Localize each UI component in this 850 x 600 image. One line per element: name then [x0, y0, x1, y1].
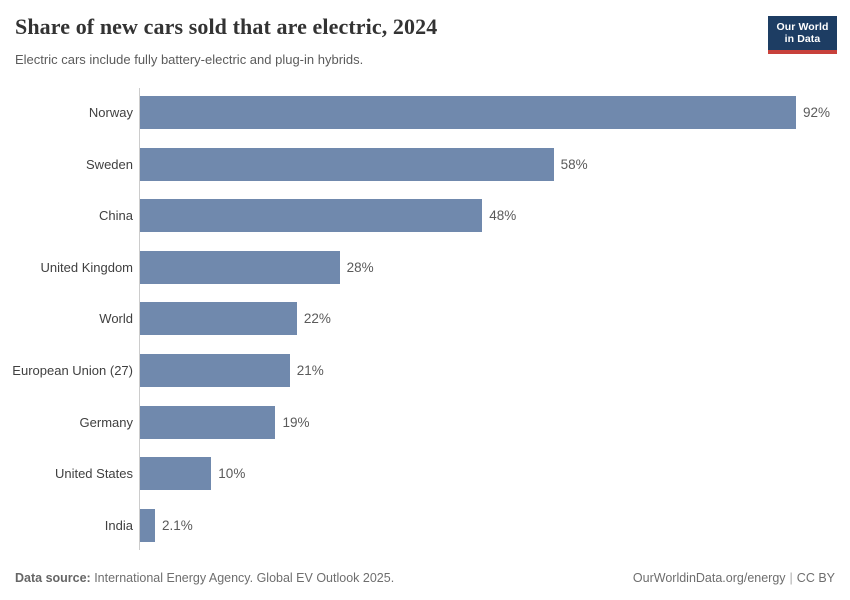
bar[interactable]: [140, 457, 212, 491]
chart-row: Norway 92%: [0, 96, 850, 129]
value-label: 10%: [218, 466, 246, 482]
value-label: 2.1%: [161, 517, 193, 533]
chart-row: India 2.1%: [0, 508, 850, 542]
category-label: India: [104, 517, 133, 533]
owid-logo-line1: Our World: [776, 20, 829, 33]
value-label: 92%: [803, 105, 831, 120]
category-label: Norway: [88, 105, 133, 120]
chart-subtitle: Electric cars include fully battery-elec…: [15, 52, 364, 67]
license-label[interactable]: CC BY: [796, 571, 835, 585]
data-source-label: Data source:: [15, 571, 91, 585]
value-label: 28%: [346, 259, 374, 275]
bar[interactable]: [140, 250, 340, 284]
credit-url[interactable]: OurWorldinData.org/energy: [632, 571, 786, 585]
category-label: United States: [54, 466, 133, 482]
chart-row: Sweden 58%: [0, 147, 850, 181]
data-source-text: International Energy Agency. Global EV O…: [90, 571, 395, 585]
credit-separator: |: [789, 571, 793, 585]
value-label: 22%: [303, 311, 331, 327]
chart-row: United Kingdom 28%: [0, 250, 850, 284]
value-label: 21%: [296, 362, 324, 378]
chart-row: China 48%: [0, 199, 850, 233]
category-label: World: [99, 311, 133, 327]
chart-row: Germany 19%: [0, 405, 850, 439]
bar[interactable]: [140, 199, 483, 233]
owid-logo[interactable]: Our World in Data: [768, 16, 837, 54]
value-label: 19%: [282, 414, 310, 430]
bar-chart-rows: Norway 92% Sweden 58% China 48% United Kingdom…: [0, 96, 850, 542]
chart-footer: Data source: International Energy Agency…: [15, 571, 835, 585]
chart-title: Share of new cars sold that are electric…: [15, 14, 438, 39]
category-label: United Kingdom: [40, 259, 134, 275]
bar[interactable]: [140, 96, 796, 129]
chart-row: United States 10%: [0, 457, 850, 491]
bar[interactable]: [140, 302, 297, 336]
category-label: China: [99, 208, 133, 224]
bar[interactable]: [140, 508, 155, 542]
value-label: 58%: [560, 156, 588, 172]
bar[interactable]: [140, 147, 554, 181]
category-label: European Union (27): [12, 362, 133, 378]
category-label: Germany: [79, 414, 133, 430]
bar-chart: Norway 92% Sweden 58% China 48% United Kingdom…: [0, 96, 850, 542]
bar[interactable]: [140, 353, 290, 387]
bar[interactable]: [140, 405, 276, 439]
chart-row: World 22%: [0, 302, 850, 336]
y-axis-line: [139, 88, 140, 550]
category-label: Sweden: [86, 156, 133, 172]
credit-note: OurWorldinData.org/energy | CC BY: [633, 571, 835, 585]
data-source-note: Data source: International Energy Agency…: [15, 571, 394, 585]
owid-logo-line2: in Data: [784, 32, 821, 45]
owid-logo-box: Our World in Data: [768, 16, 837, 54]
value-label: 48%: [489, 208, 517, 224]
chart-row: European Union (27) 21%: [0, 353, 850, 387]
